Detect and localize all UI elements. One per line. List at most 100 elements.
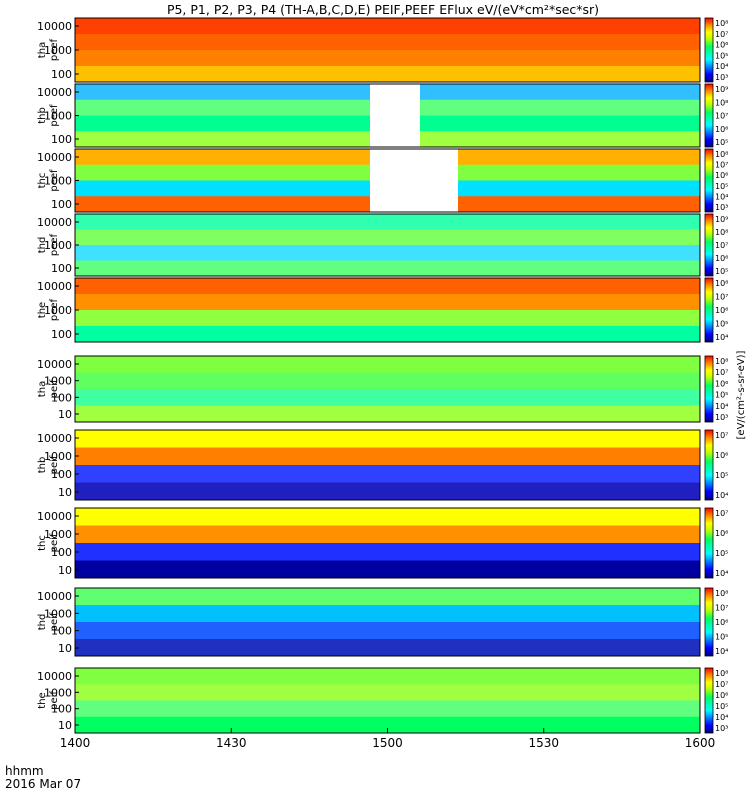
panel-product-label: peef: [49, 298, 60, 321]
panel-probe-label: thb: [37, 457, 48, 474]
ytick-label: 10: [58, 719, 72, 732]
panel-product-label: peef: [49, 38, 60, 61]
xtick-label: 1430: [216, 736, 247, 750]
colorbar-tick-label: 10⁵: [715, 702, 728, 711]
colorbar-tick-label: 10⁹: [715, 85, 728, 94]
ytick-label: 10000: [37, 151, 72, 164]
colorbar-tick-label: 10⁷: [715, 604, 728, 613]
colorbar-tick-label: 10⁴: [715, 333, 728, 342]
panel-product-label: peef: [49, 104, 60, 127]
panel-the-peif: 10000 1000 100 10 the peif 10⁸ 10⁷ 10⁶ 10⁵ 10⁴ 10³: [37, 667, 728, 734]
panel-probe-label: thb: [37, 107, 48, 124]
colorbar-tick-label: 10⁴: [715, 713, 728, 722]
colorbar-tick-label: 10⁷: [715, 112, 728, 121]
colorbar-tick-label: 10⁶: [715, 529, 728, 538]
colorbar-tick-label: 10⁸: [715, 228, 728, 237]
colorbar-tick-label: 10⁶: [715, 451, 728, 460]
panel-product-label: peif: [49, 455, 60, 474]
colorbar-tick-label: 10⁴: [715, 402, 728, 411]
panel-frame: [74, 587, 701, 657]
colorbar-tick-label: 10⁹: [715, 215, 728, 224]
colorbar-thd-peef: [704, 213, 714, 277]
ytick-label: 1000: [44, 686, 72, 699]
ytick-label: 10: [58, 486, 72, 499]
ytick-label: 100: [51, 625, 72, 638]
panel-probe-label: thc: [37, 173, 48, 189]
colorbar-tick-label: 10⁸: [715, 98, 728, 107]
colorbar-tick-label: 10⁵: [715, 51, 728, 60]
panel-product-label: peif: [49, 691, 60, 710]
colorbar-tick-label: 10⁷: [715, 293, 728, 302]
colorbar-tick-label: 10⁷: [715, 680, 728, 689]
xtick-label: 1500: [372, 736, 403, 750]
ytick-label: 10000: [37, 20, 72, 33]
ytick-label: 10: [58, 564, 72, 577]
colorbar-tick-label: 10⁸: [715, 669, 728, 678]
ytick-label: 10: [58, 408, 72, 421]
colorbar-thb-peif: [704, 429, 714, 501]
colorbar-tick-label: 10³: [715, 413, 728, 422]
colorbar-thb-peef: [704, 83, 714, 148]
ytick-label: 10000: [37, 670, 72, 683]
colorbar-tick-label: 10⁶: [715, 125, 728, 134]
panel-thd-peif: 10000 1000 100 10 thd peif 10⁸ 10⁷ 10⁶ 10⁵ 10⁴: [37, 587, 728, 657]
ytick-label: 1000: [44, 110, 72, 123]
data-gap: [370, 84, 420, 147]
panel-tha-peif: 10000 1000 100 10 tha peif 10⁸ 10⁷ 10⁶ 10⁵ 10⁴ 10³: [37, 355, 728, 423]
ytick-label: 10000: [37, 590, 72, 603]
xtick-label: 1600: [685, 736, 716, 750]
panel-product-label: peif: [49, 379, 60, 398]
colorbar-tick-label: 10⁶: [715, 41, 728, 50]
colorbar-tick-label: 10³: [715, 724, 728, 733]
colorbar-tick-label: 10⁵: [715, 182, 728, 191]
ytick-label: 10000: [37, 432, 72, 445]
colorbar-tick-label: 10⁶: [715, 306, 728, 315]
ytick-label: 100: [51, 546, 72, 559]
colorbar-tick-label: 10⁶: [715, 691, 728, 700]
ytick-label: 1000: [44, 607, 72, 620]
panel-probe-label: tha: [37, 381, 48, 397]
ytick-label: 1000: [44, 528, 72, 541]
ytick-label: 10000: [37, 280, 72, 293]
colorbar-tick-label: 10⁵: [715, 549, 728, 558]
colorbar-tick-label: 10⁷: [715, 368, 728, 377]
panel-frame: [74, 355, 701, 423]
colorbar-tick-label: 10⁸: [715, 19, 728, 28]
colorbar-tha-peif: [704, 355, 714, 423]
colorbar-tick-label: 10⁴: [715, 192, 728, 201]
colorbar-tick-label: 10⁴: [715, 62, 728, 71]
colorbar-tick-label: 10⁴: [715, 647, 728, 656]
colorbar-tick-label: 10⁷: [715, 241, 728, 250]
colorbar-tick-label: 10⁷: [715, 509, 728, 518]
colorbar-the-peif: [704, 667, 714, 734]
panel-probe-label: the: [37, 302, 48, 318]
colorbar-thc-peef: [704, 148, 714, 213]
colorbar-tick-label: 10⁴: [715, 569, 728, 578]
ytick-label: 1000: [44, 44, 72, 57]
ytick-label: 1000: [44, 304, 72, 317]
ytick-label: 100: [51, 198, 72, 211]
ytick-label: 10000: [37, 86, 72, 99]
colorbar-tick-label: 10⁷: [715, 161, 728, 170]
xaxis-label-hhmm: hhmm: [5, 764, 44, 778]
ytick-label: 100: [51, 468, 72, 481]
colorbar-tick-label: 10⁷: [715, 30, 728, 39]
colorbar-the-peef: [704, 277, 714, 343]
ytick-label: 1000: [44, 450, 72, 463]
colorbar-tick-label: 10³: [715, 73, 728, 82]
panel-probe-label: thc: [37, 535, 48, 551]
colorbar-tick-label: 10⁵: [715, 138, 728, 147]
colorbar-units-label-electron: [eV/(cm²-s-sr-eV)]: [736, 350, 747, 439]
colorbar-tick-label: 10⁵: [715, 633, 728, 642]
colorbar-tha-peef: [704, 17, 714, 83]
ytick-label: 1000: [44, 375, 72, 388]
colorbar-tick-label: 10⁶: [715, 618, 728, 627]
xtick-label: 1400: [60, 736, 91, 750]
ytick-label: 100: [51, 133, 72, 146]
colorbar-tick-label: 10⁶: [715, 171, 728, 180]
